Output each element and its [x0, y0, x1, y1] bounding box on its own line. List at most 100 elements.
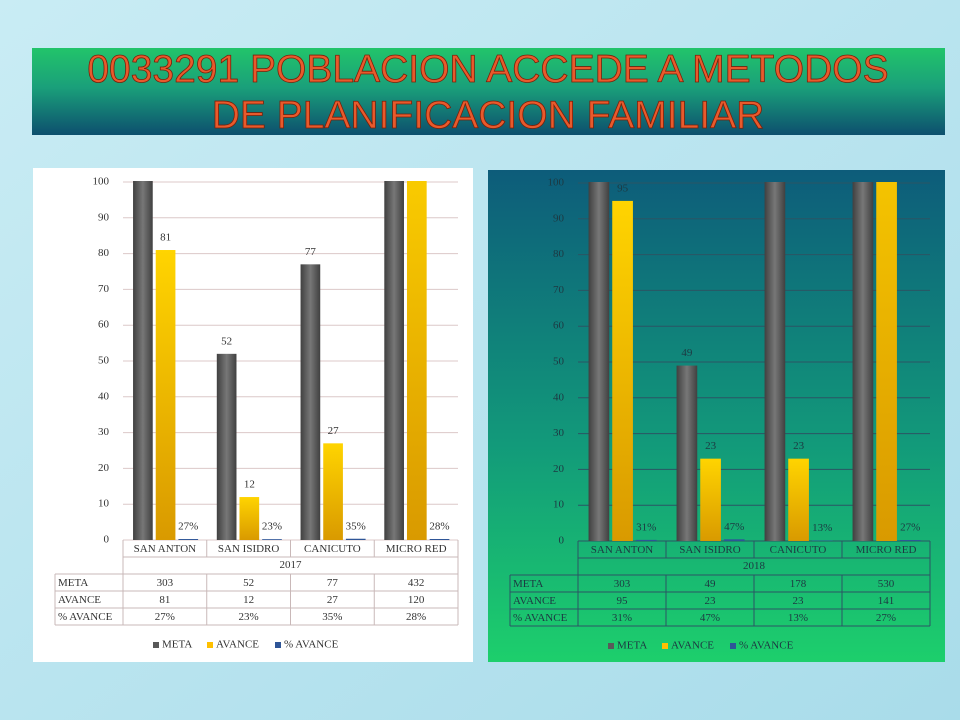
table-row-label: AVANCE: [58, 594, 101, 606]
legend-swatch: [275, 642, 281, 648]
bar: [323, 443, 343, 540]
y-tick-label: 0: [559, 535, 565, 547]
legend-swatch: [608, 643, 614, 649]
legend-label: AVANCE: [671, 640, 714, 652]
legend-label: META: [162, 639, 192, 651]
y-tick-label: 80: [553, 248, 565, 260]
x-axis-label: 2017: [280, 559, 303, 571]
table-cell: 47%: [700, 612, 720, 624]
data-label: 52: [221, 335, 232, 347]
data-label: 12: [244, 479, 255, 491]
y-tick-label: 60: [553, 320, 565, 332]
legend-swatch: [153, 642, 159, 648]
bar: [588, 182, 610, 541]
legend-swatch: [730, 643, 736, 649]
table-row-label: % AVANCE: [513, 612, 568, 624]
legend-label: META: [617, 640, 647, 652]
y-tick-label: 0: [104, 534, 110, 546]
data-label: 27: [328, 425, 340, 437]
x-tick-label: CANICUTO: [304, 543, 361, 555]
data-label: 77: [305, 246, 317, 258]
x-tick-label: SAN ANTON: [134, 543, 197, 555]
bar: [262, 539, 282, 540]
table-cell: 432: [408, 577, 425, 589]
table-cell: 23: [793, 595, 805, 607]
data-label: 23%: [262, 521, 282, 533]
bar: [852, 182, 874, 541]
table-cell: 27%: [876, 612, 896, 624]
table-cell: 13%: [788, 612, 808, 624]
bar: [612, 200, 633, 541]
bar: [635, 539, 657, 541]
y-tick-label: 50: [98, 355, 110, 367]
y-tick-label: 20: [553, 463, 565, 475]
table-row-label: META: [58, 577, 88, 589]
bar: [133, 181, 153, 540]
table-cell: 303: [157, 577, 174, 589]
data-label: 49: [681, 347, 693, 359]
bar: [239, 497, 260, 540]
bar: [764, 182, 786, 541]
title-bar: [32, 48, 945, 135]
x-tick-label: MICRO RED: [856, 544, 917, 556]
bar: [899, 540, 921, 541]
x-tick-label: MICRO RED: [386, 543, 447, 555]
table-cell: 52: [243, 577, 254, 589]
y-tick-label: 100: [548, 177, 565, 189]
table-cell: 303: [614, 578, 631, 590]
table-row-label: % AVANCE: [58, 611, 113, 623]
y-tick-label: 10: [98, 498, 110, 510]
legend-label: AVANCE: [216, 639, 259, 651]
table-cell: 49: [705, 578, 717, 590]
table-cell: 27%: [155, 611, 175, 623]
bar: [723, 539, 745, 541]
data-label: 81: [160, 232, 171, 244]
table-cell: 35%: [322, 611, 342, 623]
table-cell: 81: [159, 594, 170, 606]
y-tick-label: 80: [98, 247, 110, 259]
bar: [788, 458, 809, 541]
table-cell: 120: [408, 594, 425, 606]
y-tick-label: 40: [553, 391, 565, 403]
table-cell: 77: [327, 577, 339, 589]
legend-label: % AVANCE: [739, 640, 794, 652]
y-tick-label: 20: [98, 462, 110, 474]
data-label: 27%: [178, 521, 198, 533]
bar: [429, 538, 450, 540]
bar: [676, 365, 698, 541]
y-tick-label: 70: [98, 283, 110, 295]
data-label: 95: [617, 182, 629, 194]
table-cell: 141: [878, 595, 895, 607]
legend-swatch: [207, 642, 213, 648]
table-row-label: META: [513, 578, 543, 590]
data-label: 23: [793, 440, 805, 452]
x-tick-label: SAN ANTON: [591, 544, 654, 556]
data-label: 27%: [900, 522, 920, 534]
bar: [178, 539, 199, 540]
table-cell: 530: [878, 578, 895, 590]
y-tick-label: 90: [553, 212, 565, 224]
bar: [406, 181, 427, 540]
table-cell: 23%: [239, 611, 259, 623]
table-cell: 31%: [612, 612, 632, 624]
x-tick-label: SAN ISIDRO: [679, 544, 740, 556]
y-tick-label: 90: [98, 211, 110, 223]
data-label: 35%: [346, 520, 366, 532]
data-label: 13%: [812, 522, 832, 534]
table-cell: 28%: [406, 611, 426, 623]
bar: [300, 264, 321, 540]
bar: [345, 538, 366, 540]
data-label: 23: [705, 440, 717, 452]
x-tick-label: SAN ISIDRO: [218, 543, 279, 555]
y-tick-label: 50: [553, 356, 565, 368]
y-tick-label: 30: [553, 427, 565, 439]
bar: [155, 250, 176, 540]
x-tick-label: CANICUTO: [770, 544, 827, 556]
bar: [876, 182, 897, 541]
y-tick-label: 40: [98, 390, 110, 402]
table-row-label: AVANCE: [513, 595, 556, 607]
y-tick-label: 10: [553, 499, 565, 511]
x-axis-label: 2018: [743, 560, 766, 572]
y-tick-label: 30: [98, 426, 110, 438]
